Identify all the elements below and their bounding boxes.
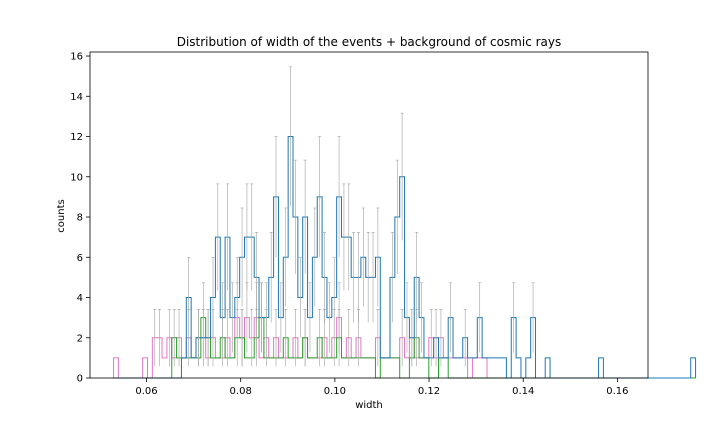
y-tick-label: 16 <box>70 52 83 63</box>
error-bars <box>153 66 535 367</box>
x-tick-label: 0.08 <box>230 386 252 397</box>
series-layer <box>113 136 697 379</box>
x-tick-label: 0.06 <box>135 386 157 397</box>
plot-frame <box>89 51 649 379</box>
y-tick-label: 14 <box>70 92 83 103</box>
y-tick-label: 10 <box>70 172 83 183</box>
y-axis-ticks: 0 2 4 6 8 10 12 14 16 <box>70 52 90 385</box>
x-tick-label: 0.16 <box>606 386 628 397</box>
y-tick-label: 4 <box>77 293 83 304</box>
x-tick-label: 0.12 <box>418 386 440 397</box>
x-axis-label: width <box>355 400 383 411</box>
y-tick-label: 6 <box>77 253 83 264</box>
chart-title: Distribution of width of the events + ba… <box>177 35 562 49</box>
x-tick-label: 0.10 <box>324 386 346 397</box>
y-tick-label: 2 <box>77 333 83 344</box>
x-tick-label: 0.14 <box>512 386 534 397</box>
y-axis-label: counts <box>56 199 67 232</box>
y-tick-label: 0 <box>77 374 83 385</box>
y-tick-label: 8 <box>77 213 83 224</box>
x-axis-ticks: 0.06 0.08 0.10 0.12 0.14 0.16 <box>135 378 629 397</box>
y-tick-label: 12 <box>70 132 83 143</box>
